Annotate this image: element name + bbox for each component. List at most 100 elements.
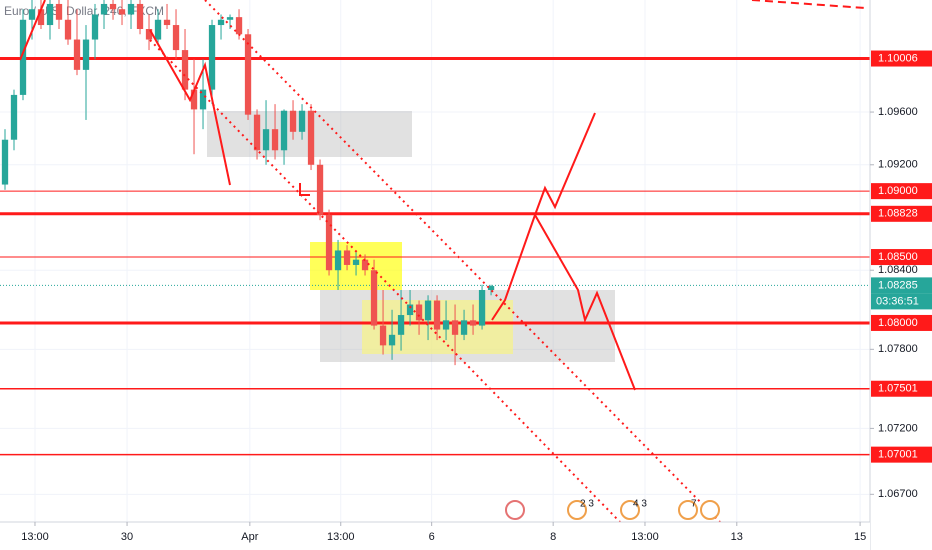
event-label: 2 3 (580, 499, 594, 510)
projection-path (534, 214, 636, 391)
candle-body (118, 9, 126, 15)
projection-path (491, 112, 596, 321)
current-price-badge (871, 277, 932, 294)
x-tick-label: 13:00 (631, 531, 659, 543)
candle-body (316, 164, 324, 215)
candle-body (46, 3, 54, 26)
candle-body (91, 14, 99, 40)
candle-body (406, 304, 414, 316)
candle-body (262, 129, 270, 151)
y-tick-label: 1.09200 (878, 159, 918, 171)
countdown-badge (871, 293, 932, 310)
countdown-label: 03:36:51 (876, 295, 919, 307)
candle-body (478, 290, 486, 326)
candle-body (145, 29, 153, 40)
trend-line (149, 39, 621, 523)
candle-body (199, 89, 207, 110)
y-tick-label: 1.06700 (878, 488, 918, 500)
candle-body (37, 9, 45, 26)
candle-body (298, 110, 306, 132)
candle-body (190, 89, 198, 110)
candle-body (388, 334, 396, 346)
annotations (19, 0, 866, 523)
axis-labels: 1.09600 1.09200 1.08400 1.07800 1.07200 1.067… (21, 50, 932, 543)
candle-body (73, 39, 81, 70)
candle-body (280, 110, 288, 151)
grid (0, 0, 870, 522)
candle-body (469, 320, 477, 326)
candle-body (64, 19, 72, 40)
swing-line (19, 0, 46, 61)
level-badge (871, 380, 932, 397)
level-badge (871, 205, 932, 222)
candle-body (109, 3, 117, 10)
candle-body (127, 3, 135, 15)
x-tick-label: 13:00 (21, 531, 49, 543)
level-label: 1.09000 (878, 185, 918, 197)
candle-body (19, 19, 27, 95)
y-tick-label: 1.07800 (878, 343, 918, 355)
candle-body (253, 114, 261, 151)
x-tick-label: 8 (550, 531, 556, 543)
trend-line (204, 0, 721, 523)
y-tick-label: 1.07200 (878, 422, 918, 434)
x-tick-label: 15 (854, 531, 866, 543)
candle-body (208, 25, 216, 90)
candle-body (289, 110, 297, 132)
swing-line (149, 29, 231, 186)
candle-body (55, 3, 63, 20)
candle-body (442, 320, 450, 330)
candle-body (82, 39, 90, 70)
x-tick-label: 6 (429, 531, 435, 543)
x-tick-label: 30 (121, 531, 133, 543)
level-label: 1.07501 (878, 383, 918, 395)
candle-body (100, 3, 108, 15)
candle-body (334, 250, 342, 271)
level-badge (871, 50, 932, 67)
level-label: 1.07001 (878, 449, 918, 461)
event-icon (620, 500, 640, 520)
candle-body (487, 286, 495, 290)
candle-body (325, 214, 333, 271)
time-axis (0, 522, 870, 550)
candle-body (136, 3, 144, 29)
candle-body (226, 17, 234, 20)
candle-body (28, 9, 36, 20)
candles (1, 0, 495, 366)
level-label: 1.08500 (878, 251, 918, 263)
candle-body (1, 139, 9, 185)
candle-body (172, 25, 180, 51)
event-label: 7 (691, 499, 697, 510)
event-label: 4 3 (633, 499, 647, 510)
event-icon (505, 500, 525, 520)
candle-body (352, 259, 360, 265)
candle-body (415, 304, 423, 321)
y-tick-label: 1.09600 (878, 106, 918, 118)
candle-body (370, 270, 378, 326)
candle-body (10, 94, 18, 140)
event-icon (567, 500, 587, 520)
level-badge (871, 249, 932, 266)
event-icon (678, 500, 698, 520)
candle-body (424, 300, 432, 321)
candle-body (433, 300, 441, 330)
candle-body (460, 320, 468, 335)
candle-body (307, 110, 315, 165)
event-icon (700, 500, 720, 520)
x-tick-label: 13 (731, 531, 743, 543)
x-tick-label: 13:00 (327, 531, 355, 543)
current-price-label: 1.08285 (878, 279, 918, 291)
candle-body (451, 320, 459, 335)
level-label: 1.08828 (878, 208, 918, 220)
candle-body (235, 17, 243, 35)
candle-body (361, 259, 369, 271)
candle-body (154, 19, 162, 40)
swing-line (299, 183, 310, 196)
x-tick-label: Apr (241, 531, 258, 543)
trend-line (751, 0, 866, 9)
candle-body (181, 50, 189, 90)
level-label: 1.10006 (878, 52, 918, 64)
y-tick-label: 1.08400 (878, 264, 918, 276)
